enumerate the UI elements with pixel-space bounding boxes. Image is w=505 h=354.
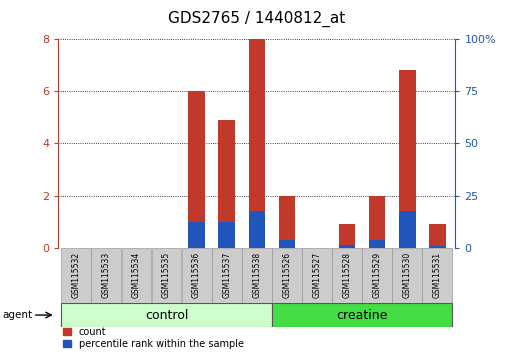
Bar [368, 240, 385, 248]
Text: GDS2765 / 1440812_at: GDS2765 / 1440812_at [168, 11, 345, 27]
Bar [422, 248, 451, 303]
Bar [91, 248, 121, 303]
Text: GSM115532: GSM115532 [72, 252, 81, 298]
Bar [61, 248, 91, 303]
Bar [61, 303, 271, 327]
Bar [248, 39, 265, 248]
Bar [331, 248, 361, 303]
Bar [301, 248, 331, 303]
Bar [428, 246, 445, 248]
Bar [241, 248, 271, 303]
Bar [278, 195, 294, 248]
Legend: count, percentile rank within the sample: count, percentile rank within the sample [63, 327, 243, 349]
Bar [121, 248, 151, 303]
Bar [368, 195, 385, 248]
Text: creatine: creatine [336, 309, 387, 321]
Text: GSM115534: GSM115534 [132, 252, 141, 298]
Bar [181, 248, 211, 303]
Bar [188, 91, 205, 248]
Text: GSM115536: GSM115536 [192, 252, 200, 298]
Text: GSM115528: GSM115528 [342, 252, 351, 298]
Bar [212, 248, 241, 303]
Text: agent: agent [3, 310, 33, 320]
Text: GSM115538: GSM115538 [252, 252, 261, 298]
Text: GSM115530: GSM115530 [402, 252, 411, 298]
Bar [248, 211, 265, 248]
Bar [362, 248, 391, 303]
Bar [278, 240, 294, 248]
Bar [338, 224, 355, 248]
Text: GSM115531: GSM115531 [432, 252, 441, 298]
Text: GSM115537: GSM115537 [222, 252, 231, 298]
Bar [218, 120, 234, 248]
Bar [218, 222, 234, 248]
Text: GSM115533: GSM115533 [102, 252, 111, 298]
Bar [398, 211, 415, 248]
Text: GSM115535: GSM115535 [162, 252, 171, 298]
Bar [152, 248, 181, 303]
Bar [428, 224, 445, 248]
Text: GSM115529: GSM115529 [372, 252, 381, 298]
Bar [398, 70, 415, 248]
Bar [391, 248, 421, 303]
Text: control: control [144, 309, 188, 321]
Text: GSM115527: GSM115527 [312, 252, 321, 298]
Bar [272, 248, 301, 303]
Bar [188, 222, 205, 248]
Bar [272, 303, 451, 327]
Text: GSM115526: GSM115526 [282, 252, 291, 298]
Bar [338, 245, 355, 248]
